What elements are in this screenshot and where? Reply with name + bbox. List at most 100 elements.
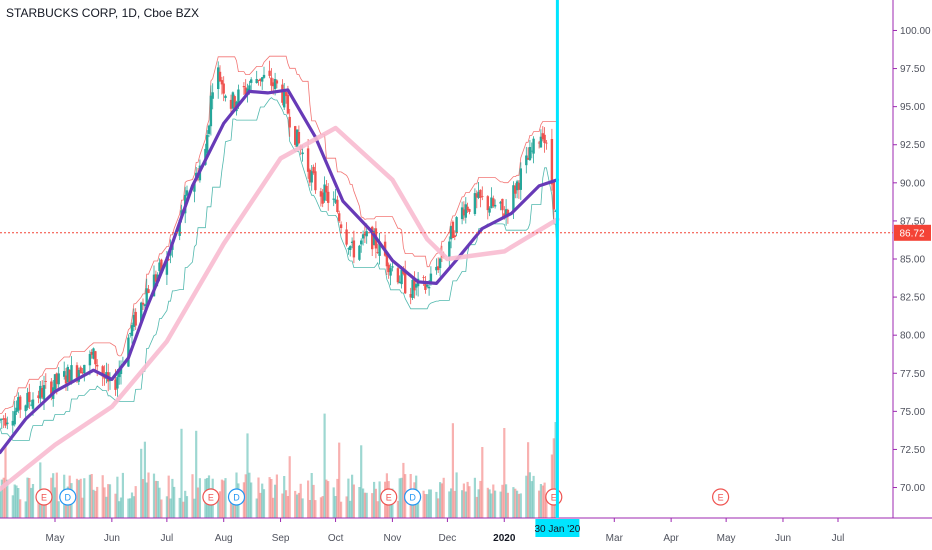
candle-body xyxy=(57,373,60,385)
volume-bar xyxy=(376,501,379,518)
candle-body xyxy=(0,419,4,420)
candle-body xyxy=(262,74,266,78)
dividend-marker xyxy=(227,488,246,506)
volume-bar xyxy=(160,499,163,518)
volume-bar xyxy=(193,498,196,518)
volume-bar xyxy=(165,496,168,518)
price-tick-label: 82.50 xyxy=(900,293,925,304)
candle-body xyxy=(532,138,535,154)
dividend-marker xyxy=(404,488,422,506)
volume-bar xyxy=(288,456,291,518)
candle-body xyxy=(350,241,354,243)
volume-bar xyxy=(229,500,233,518)
candle-body xyxy=(506,209,510,215)
volume-bar xyxy=(490,493,493,518)
channel-lower-line xyxy=(0,97,558,441)
volume-bar xyxy=(451,423,454,518)
time-tick-label: Sep xyxy=(272,533,290,544)
volume-bar xyxy=(196,487,200,518)
time-tick-label: May xyxy=(46,533,65,544)
candle-body xyxy=(528,147,532,161)
volume-layer xyxy=(0,405,559,518)
volume-bar xyxy=(275,474,278,518)
candle-body xyxy=(127,337,130,367)
volume-bar xyxy=(83,478,86,518)
volume-bar xyxy=(2,477,5,518)
candle-body xyxy=(268,70,271,76)
candle-body xyxy=(400,269,403,285)
volume-bar xyxy=(525,475,528,518)
price-tick-label: 85.00 xyxy=(900,255,925,266)
candle-body xyxy=(365,231,368,237)
candle-body xyxy=(237,89,240,104)
chart-title: STARBUCKS CORP, 1D, Cboe BZX xyxy=(6,6,199,20)
volume-bar xyxy=(285,490,288,518)
candle-body xyxy=(501,198,504,211)
candle-body xyxy=(284,92,288,96)
volume-bar xyxy=(450,488,453,518)
volume-bar xyxy=(248,472,251,518)
volume-bar xyxy=(492,484,495,518)
candle-body xyxy=(310,171,313,183)
earnings-marker xyxy=(35,488,53,506)
volume-bar xyxy=(101,475,104,518)
candle-body xyxy=(325,186,328,193)
volume-bar xyxy=(118,501,121,518)
candle-body xyxy=(321,192,324,204)
volume-bar xyxy=(310,473,313,518)
price-tick-label: 87.50 xyxy=(900,216,925,227)
candle-body xyxy=(30,404,33,406)
candle-body xyxy=(493,204,497,207)
time-tick-label: Jul xyxy=(161,533,174,544)
volume-bar xyxy=(475,496,478,518)
volume-bar xyxy=(26,477,29,518)
dividend-marker xyxy=(59,488,77,506)
volume-bar xyxy=(30,487,33,518)
volume-bar xyxy=(28,478,31,518)
volume-bar xyxy=(435,491,438,518)
volume-bar xyxy=(274,484,277,518)
volume-bar xyxy=(81,497,84,518)
candle-body xyxy=(294,126,297,145)
candle-body xyxy=(15,407,18,412)
candle-body xyxy=(273,79,277,90)
candle-body xyxy=(129,333,132,334)
candle-body xyxy=(306,148,310,172)
volume-bar xyxy=(103,487,106,518)
candle-body xyxy=(539,136,543,148)
candle-body xyxy=(193,182,196,192)
price-tick-label: 72.50 xyxy=(900,445,925,456)
volume-bar xyxy=(158,487,161,518)
candle-body xyxy=(63,371,66,377)
volume-bar xyxy=(554,422,557,518)
volume-bar xyxy=(281,493,284,518)
volume-bar xyxy=(107,484,110,518)
candle-body xyxy=(261,77,264,82)
volume-bar xyxy=(44,493,47,518)
candle-body xyxy=(312,166,315,173)
volume-bar xyxy=(224,478,227,518)
volume-bar xyxy=(512,487,515,518)
crosshair-date-label: 30 Jan '20 xyxy=(534,524,580,535)
volume-bar xyxy=(481,447,484,518)
candle-body xyxy=(438,258,442,268)
volume-bar xyxy=(79,478,82,518)
candle-body xyxy=(308,169,312,183)
candle-body xyxy=(339,224,343,228)
volume-bar xyxy=(244,474,247,518)
volume-bar xyxy=(90,474,93,518)
candle-body xyxy=(275,80,279,84)
candle-body xyxy=(66,366,69,382)
candle-body xyxy=(257,79,260,81)
volume-bar xyxy=(41,493,44,518)
candle-body xyxy=(554,210,557,212)
moving-average-layer xyxy=(0,88,560,492)
earnings-marker-label: E xyxy=(41,493,47,503)
earnings-marker-label: E xyxy=(551,493,557,503)
time-tick-label: Mar xyxy=(606,533,624,544)
candle-body xyxy=(116,377,119,389)
volume-bar xyxy=(130,492,134,518)
candle-body xyxy=(19,396,22,410)
